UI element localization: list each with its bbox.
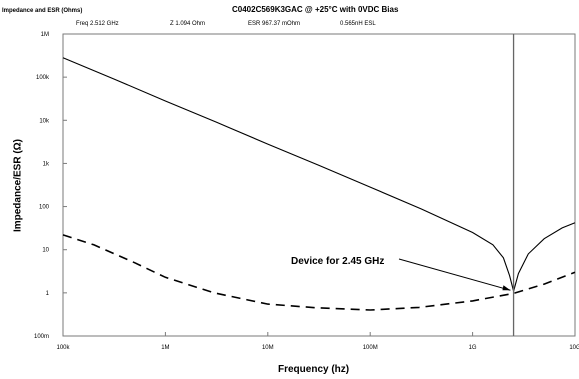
x-tick-label: 10M bbox=[262, 345, 274, 351]
x-tick-label: 100M bbox=[363, 345, 378, 351]
y-tick-label: 100 bbox=[39, 205, 50, 211]
y-tick-label: 10 bbox=[42, 248, 49, 254]
esr-curve bbox=[62, 234, 576, 311]
x-axis-label: Frequency (hz) bbox=[278, 364, 350, 375]
y-tick-label: 100m bbox=[34, 334, 49, 340]
annotation-leader bbox=[398, 258, 511, 291]
y-tick-label: 1M bbox=[41, 32, 49, 38]
impedance-curve bbox=[62, 57, 576, 294]
y-tick-label: 100k bbox=[36, 75, 50, 81]
plot-frame bbox=[62, 33, 576, 337]
x-tick-label: 10G bbox=[569, 345, 579, 351]
panel-label: Impedance and ESR (Ohms) bbox=[2, 8, 83, 14]
x-tick-label: 1M bbox=[161, 345, 169, 351]
annotation-label: Device for 2.45 GHz bbox=[291, 256, 384, 267]
esr-readout: ESR 967.37 mOhm bbox=[248, 21, 301, 27]
chart-title: C0402C569K3GAC @ +25°C with 0VDC Bias bbox=[232, 5, 399, 14]
x-tick-label: 100k bbox=[56, 345, 70, 351]
impedance-readout: Z 1.094 Ohm bbox=[170, 21, 206, 27]
annotation-arrowhead bbox=[502, 285, 511, 291]
y-tick-label: 1k bbox=[43, 161, 50, 167]
x-tick-label: 1G bbox=[469, 345, 477, 351]
y-tick-label: 10k bbox=[39, 118, 50, 124]
y-tick-label: 1 bbox=[46, 291, 50, 297]
esl-readout: 0.565nH ESL bbox=[340, 21, 376, 27]
y-axis-label: Impedance/ESR (Ω) bbox=[12, 138, 24, 233]
freq-readout: Freq 2.512 GHz bbox=[76, 21, 119, 27]
